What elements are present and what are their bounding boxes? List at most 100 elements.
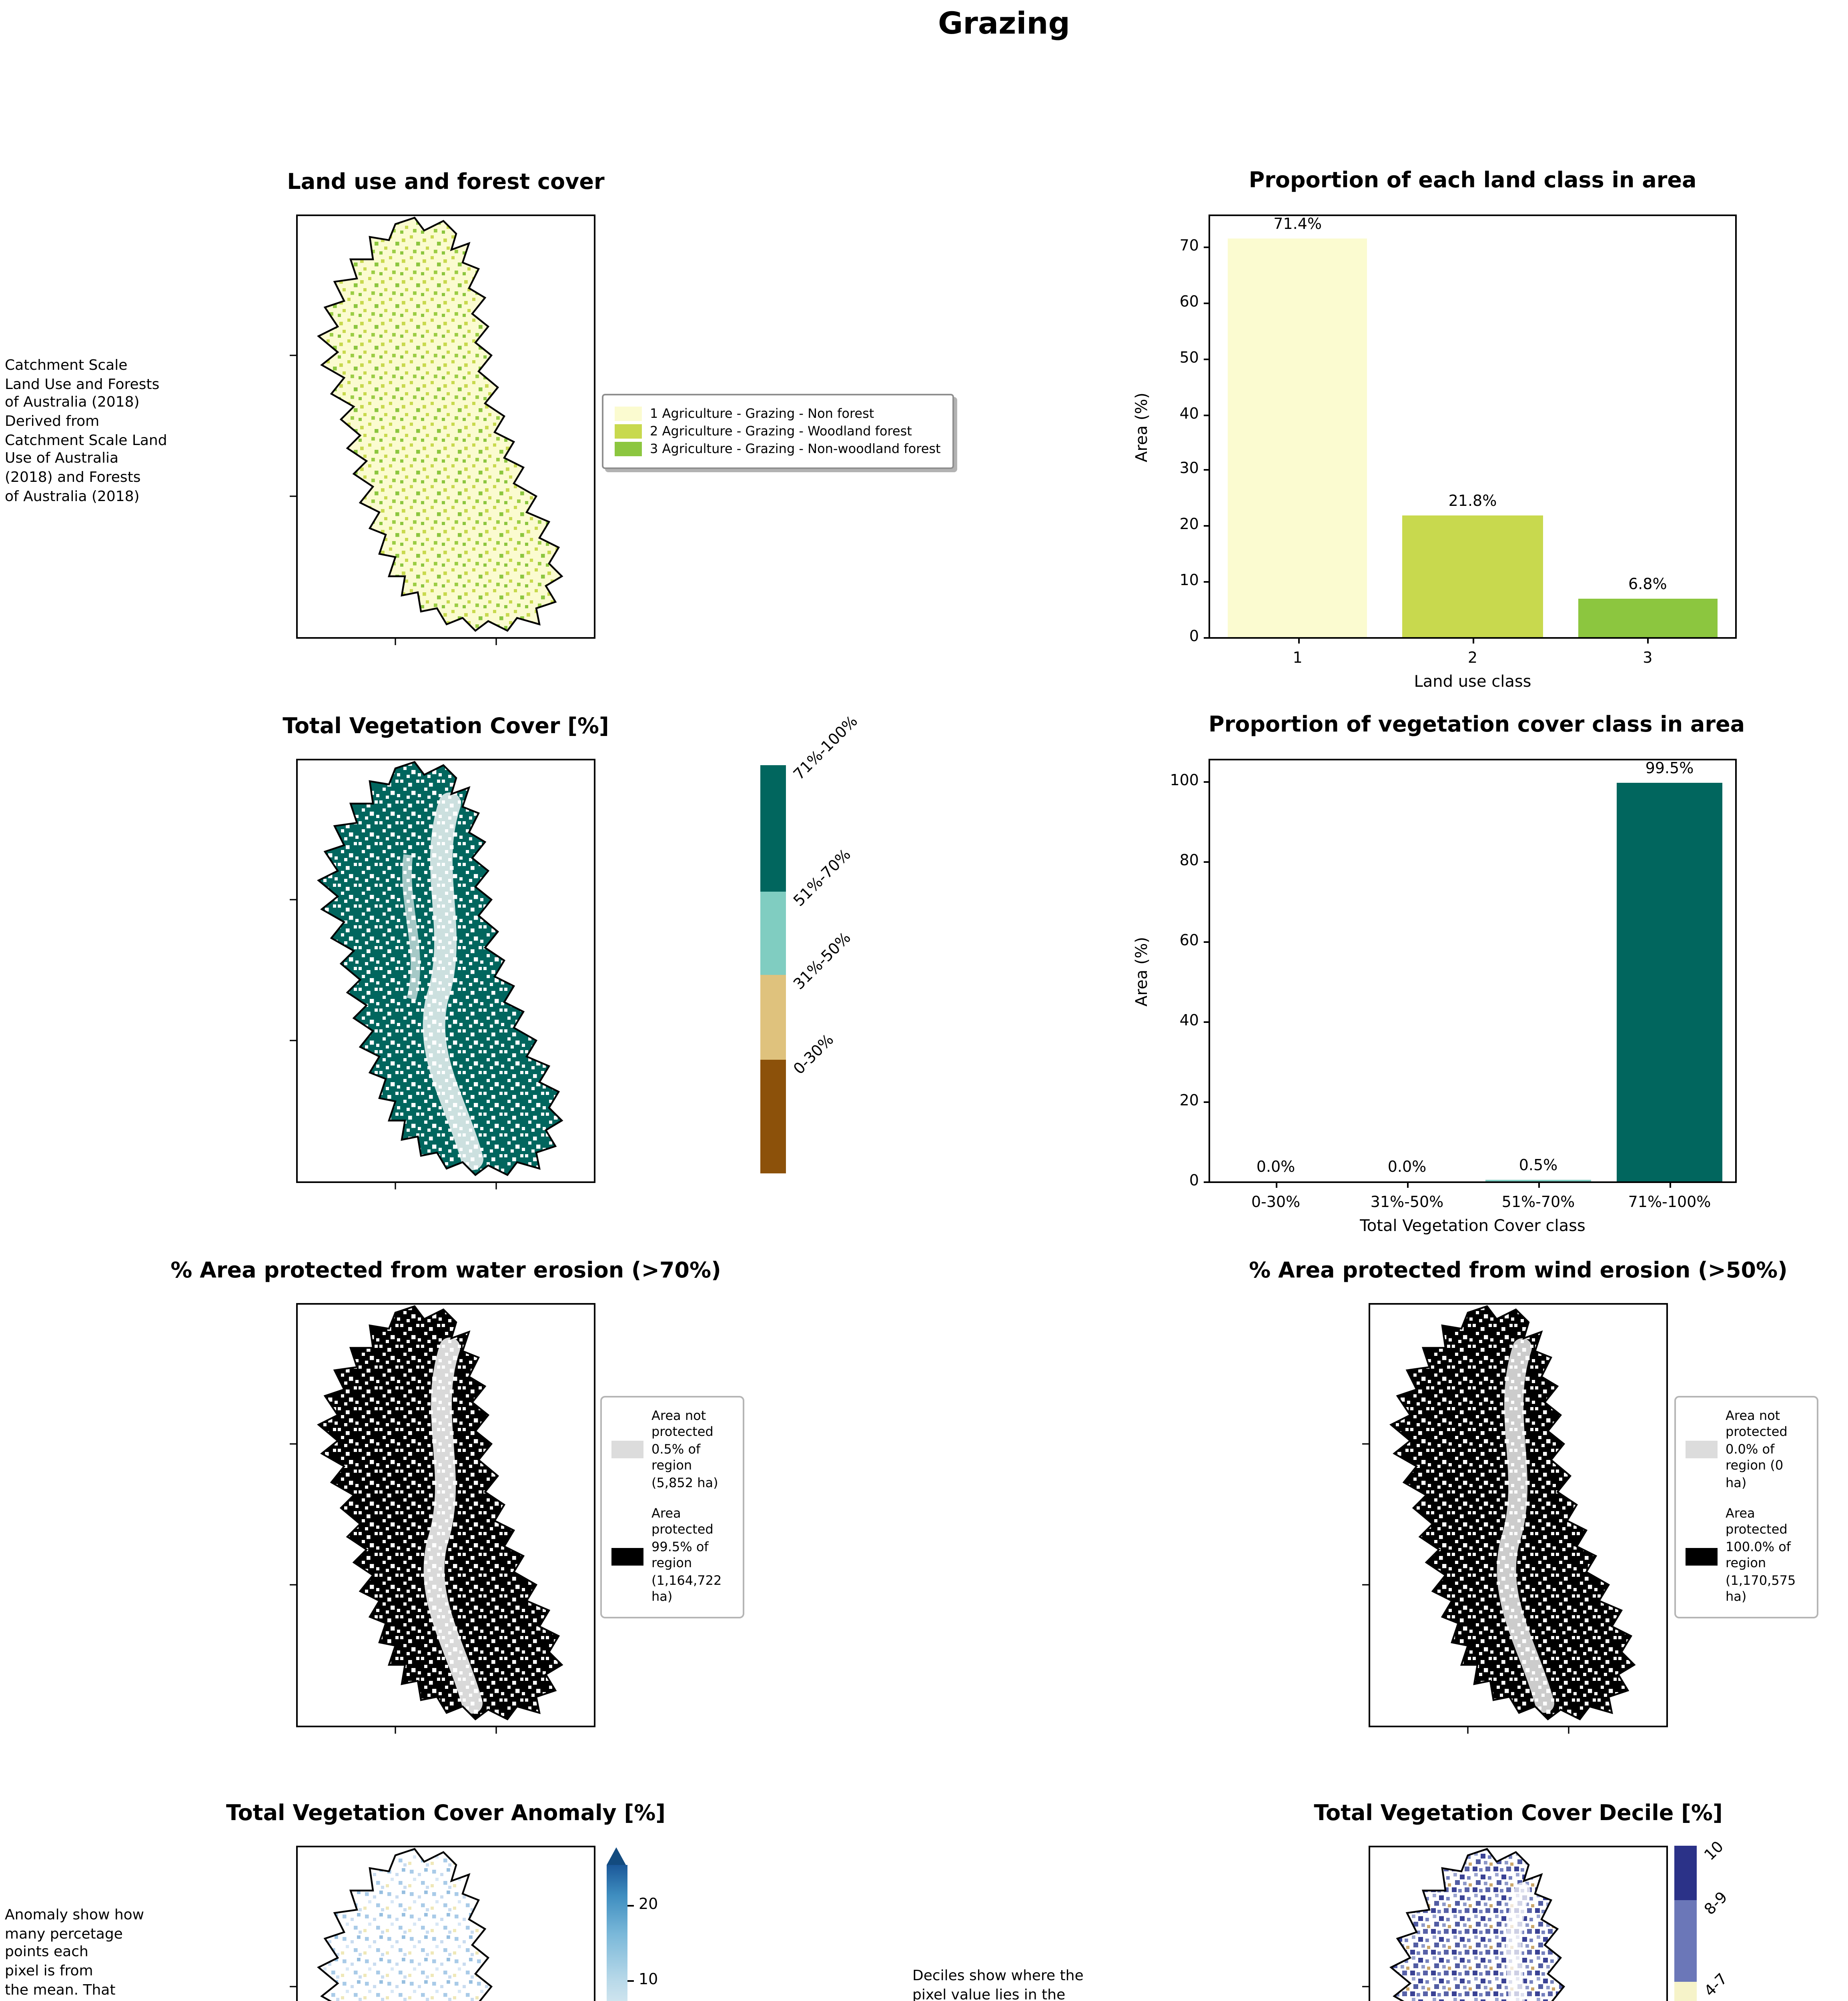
colorbar-tick-label: 4-7 [1702, 1970, 1732, 2001]
y-tick-mark [1204, 1101, 1210, 1103]
x-tick-mark [1473, 637, 1474, 644]
y-tick-mark [1204, 780, 1210, 782]
anomaly-map [290, 1846, 595, 2001]
decile-map [1362, 1846, 1668, 2001]
y-tick-label: 50 [1179, 349, 1199, 367]
legend-label: 3 Agriculture - Grazing - Non-woodland f… [650, 442, 941, 456]
legend-item: 3 Agriculture - Grazing - Non-woodland f… [615, 442, 941, 456]
land-use-map [290, 215, 595, 645]
bar-value-label: 71.4% [1273, 217, 1322, 235]
legend-label: Area protected 100.0% of region (1,170,5… [1726, 1506, 1796, 1604]
y-tick-label: 70 [1179, 238, 1199, 256]
colorbar-over-arrow [607, 1847, 626, 1865]
veg-cover-colorbar: 71%-100% 51%-70% 31%-50% 0-30% [760, 713, 862, 1173]
anomaly-map-panel: Total Vegetation Cover Anomaly [%] [226, 1801, 665, 2001]
anomaly-note: Anomaly show how many percetage points e… [5, 1908, 144, 1999]
x-tick-mark [1648, 637, 1650, 644]
x-tick-mark [1670, 1181, 1671, 1188]
water-erosion-map [290, 1303, 595, 1734]
y-tick-mark [1204, 637, 1210, 639]
x-tick-label: 2 [1467, 650, 1478, 668]
veg-class-chart: Proportion of vegetation cover class in … [1134, 712, 1745, 1236]
decile-map-panel: Total Vegetation Cover Decile [%] [1314, 1801, 1723, 2001]
x-tick-mark [1407, 1181, 1409, 1188]
x-tick-mark [1297, 637, 1299, 644]
colorbar-tick-label: 10 [639, 1972, 658, 1990]
colorbar-segment [1674, 1846, 1697, 1901]
y-tick-mark [1204, 414, 1210, 416]
legend-item: Area not protected 0.5% of region (5,852… [611, 1409, 733, 1492]
y-tick-label: 20 [1179, 1092, 1199, 1110]
y-axis-label: Area (%) [1134, 392, 1152, 461]
bar-51%-70% [1485, 1179, 1591, 1181]
colorbar-segment [760, 975, 786, 1059]
y-tick-label: 100 [1170, 772, 1199, 790]
colorbar-segment [760, 765, 786, 892]
wind-erosion-map-panel: % Area protected from wind erosion (>50%… [1249, 1258, 1788, 1734]
x-axis-label: Total Vegetation Cover class [1360, 1218, 1585, 1236]
y-tick-mark [1204, 940, 1210, 942]
wind-erosion-legend: Area not protected 0.0% of region (0 ha)… [1674, 1396, 1818, 1619]
colorbar-segment [1674, 1981, 1697, 2001]
anomaly-colorbar: 20100−10−20 [607, 1847, 658, 2001]
bar-value-label: 0.5% [1519, 1157, 1558, 1175]
legend-item: Area protected 100.0% of region (1,170,5… [1686, 1506, 1807, 1606]
y-tick-label: 30 [1179, 461, 1199, 479]
bar-2 [1403, 515, 1543, 637]
veg-cover-map [290, 759, 595, 1189]
colorbar-segment [760, 1059, 786, 1173]
colorbar-tick-label: 10 [1702, 1838, 1728, 1865]
y-tick-mark [1204, 247, 1210, 249]
y-tick-mark [1204, 302, 1210, 304]
x-tick-label: 0-30% [1251, 1194, 1301, 1212]
wind-erosion-map-title: % Area protected from wind erosion (>50%… [1249, 1258, 1788, 1284]
colorbar-tick-mark [627, 1981, 634, 1983]
colorbar-segment [1674, 1901, 1697, 1982]
legend-swatch [1686, 1441, 1718, 1459]
legend-swatch [615, 407, 642, 421]
legend-label: Area not protected 0.0% of region (0 ha) [1726, 1409, 1788, 1490]
legend-label: Area not protected 0.5% of region (5,852… [651, 1409, 718, 1490]
water-erosion-map-panel: % Area protected from water erosion (>70… [170, 1258, 721, 1734]
veg-cover-map-title: Total Vegetation Cover [%] [283, 714, 609, 740]
y-tick-label: 60 [1179, 293, 1199, 311]
y-tick-label: 10 [1179, 572, 1199, 590]
x-tick-label: 1 [1293, 650, 1303, 668]
land-class-chart: Proportion of each land class in area Ar… [1134, 168, 1737, 692]
land-use-legend: 1 Agriculture - Grazing - Non forest 2 Ag… [602, 394, 954, 469]
legend-swatch [1686, 1547, 1718, 1565]
colorbar-tick-label: 31%-50% [791, 930, 855, 994]
colorbar-tick-label: 20 [639, 1895, 658, 1913]
bar-value-label: 21.8% [1448, 493, 1497, 511]
y-tick-label: 80 [1179, 852, 1199, 870]
colorbar-tick-label: 71%-100% [791, 713, 862, 784]
y-tick-mark [1204, 581, 1210, 583]
y-tick-mark [1204, 358, 1210, 360]
veg-class-plot-area: 0 20 40 60 80 100 0.0% 0-30% 0.0% 31%-50% 0.5% 51%-… [1170, 759, 1737, 1212]
legend-swatch [611, 1547, 643, 1565]
colorbar-tick-label: 0-30% [791, 1031, 838, 1078]
y-tick-label: 20 [1179, 517, 1199, 535]
x-tick-label: 3 [1643, 650, 1653, 668]
x-tick-label: 51%-70% [1501, 1194, 1575, 1212]
veg-cover-map-panel: Total Vegetation Cover [%] [283, 714, 609, 1189]
y-tick-label: 0 [1189, 628, 1199, 646]
y-tick-label: 40 [1179, 405, 1199, 423]
decile-note: Deciles show where the pixel value lies … [912, 1969, 1084, 2001]
legend-item: 2 Agriculture - Grazing - Woodland fores… [615, 424, 941, 439]
page-title: Grazing [938, 6, 1070, 42]
x-tick-mark [1276, 1181, 1277, 1188]
y-tick-mark [1204, 1021, 1210, 1023]
decile-colorbar: 108-94-72-31 [1674, 1839, 1732, 2001]
land-use-map-panel: Land use and forest cover [287, 170, 605, 645]
anomaly-map-title: Total Vegetation Cover Anomaly [%] [226, 1801, 665, 1827]
water-erosion-legend: Area not protected 0.5% of region (5,852… [600, 1396, 744, 1619]
bar-3 [1577, 599, 1718, 637]
legend-label: 2 Agriculture - Grazing - Woodland fores… [650, 424, 912, 439]
water-erosion-map-title: % Area protected from water erosion (>70… [170, 1258, 721, 1284]
bar-value-label: 99.5% [1645, 760, 1694, 778]
wind-erosion-map [1362, 1303, 1668, 1734]
legend-swatch [615, 424, 642, 439]
land-class-plot-area: 0 10 20 30 40 50 60 70 71.4% 1 21.8% 2 6.8% 3 [1180, 215, 1737, 668]
